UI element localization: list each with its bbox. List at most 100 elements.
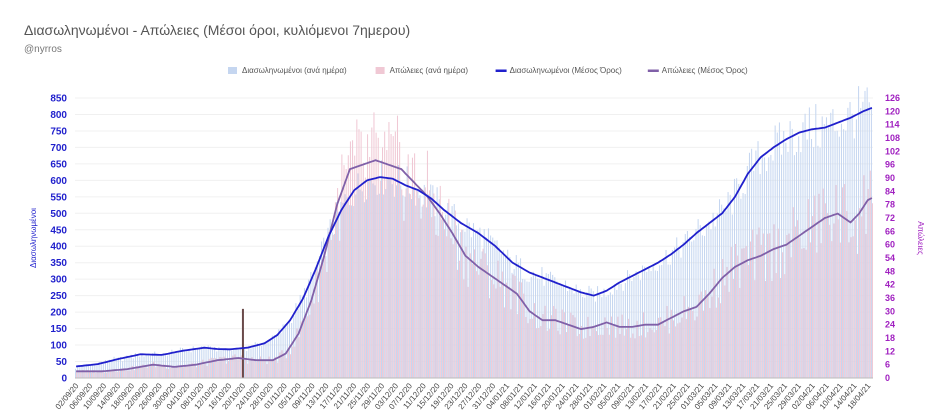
bar-intubated xyxy=(498,247,500,378)
bar-intubated xyxy=(594,301,596,378)
bar-deaths xyxy=(604,317,606,378)
bar-intubated xyxy=(612,294,614,378)
bar-intubated xyxy=(104,360,107,378)
bar-intubated xyxy=(573,293,575,378)
bar-deaths xyxy=(275,356,277,378)
y-right-tick-label: 48 xyxy=(885,266,895,276)
bar-deaths xyxy=(681,317,683,378)
bar-intubated xyxy=(252,346,254,378)
bar-intubated xyxy=(815,104,817,378)
bar-deaths xyxy=(595,331,597,378)
bar-intubated xyxy=(746,165,748,378)
bar-deaths xyxy=(506,282,508,378)
bar-intubated xyxy=(406,166,408,378)
legend-item-0[interactable]: Διασωληνωμένοι (ανά ημέρα) xyxy=(228,66,347,75)
bar-deaths xyxy=(583,338,585,378)
bar-intubated xyxy=(490,235,492,378)
bar-intubated xyxy=(781,154,783,378)
y-left-tick-label: 700 xyxy=(50,143,67,154)
bar-deaths xyxy=(367,134,369,378)
bar-intubated xyxy=(530,276,532,378)
legend-item-2[interactable]: Διασωληνωμένοι (Μέσος Όρος) xyxy=(495,66,623,75)
bar-intubated xyxy=(235,348,237,378)
bar-deaths xyxy=(662,321,664,378)
bar-deaths xyxy=(625,329,627,378)
bar-intubated xyxy=(763,157,765,378)
bar-deaths xyxy=(317,302,319,378)
bar-deaths xyxy=(683,296,685,378)
bar-intubated xyxy=(423,184,425,378)
legend-swatch xyxy=(375,67,385,74)
bar-deaths xyxy=(531,318,533,378)
bar-deaths xyxy=(262,360,264,378)
bar-intubated xyxy=(796,151,798,378)
bar-intubated xyxy=(669,264,671,378)
bar-deaths xyxy=(352,140,354,378)
bar-deaths xyxy=(332,234,334,378)
bar-deaths xyxy=(198,363,200,378)
bar-deaths xyxy=(245,359,247,378)
bar-deaths xyxy=(634,338,636,378)
bar-intubated xyxy=(564,280,566,378)
bar-intubated xyxy=(609,292,611,378)
bar-intubated xyxy=(432,185,434,378)
bar-deaths xyxy=(749,241,752,378)
x-axis: 02/09/2006/09/2010/09/2014/09/2018/09/20… xyxy=(54,377,873,411)
legend-label: Διασωληνωμένοι (Μέσος Όρος) xyxy=(510,66,623,75)
bar-intubated xyxy=(847,107,849,379)
bar-intubated xyxy=(348,205,350,378)
bar-deaths xyxy=(638,336,640,378)
bar-deaths xyxy=(330,239,332,378)
bar-intubated xyxy=(714,226,716,378)
bar-deaths xyxy=(726,266,728,378)
line-deaths-average xyxy=(76,159,873,373)
legend-swatch xyxy=(647,69,659,72)
bar-deaths xyxy=(210,357,212,378)
bar-intubated xyxy=(748,152,750,378)
legend-label: Διασωληνωμένοι (ανά ημέρα) xyxy=(242,66,347,75)
bar-intubated xyxy=(806,139,808,378)
bar-intubated xyxy=(425,207,427,378)
bar-intubated xyxy=(156,356,158,378)
bar-deaths xyxy=(296,328,298,378)
bar-intubated xyxy=(295,303,297,378)
bar-intubated xyxy=(778,122,780,379)
bar-intubated xyxy=(663,258,665,378)
bar-intubated xyxy=(303,288,305,378)
bar-intubated xyxy=(840,123,842,378)
bar-deaths xyxy=(807,199,809,378)
bar-deaths xyxy=(459,260,461,378)
bar-deaths xyxy=(157,363,159,378)
legend-item-3[interactable]: Απώλειες (Μέσος Όρος) xyxy=(647,66,748,75)
bar-deaths xyxy=(478,274,480,378)
bar-intubated xyxy=(802,122,804,378)
bar-deaths xyxy=(690,308,692,378)
bar-intubated xyxy=(772,160,774,378)
bar-deaths xyxy=(831,241,833,378)
bar-intubated xyxy=(357,173,359,378)
bar-intubated xyxy=(211,349,213,378)
bar-deaths xyxy=(322,263,324,378)
bar-intubated xyxy=(620,284,622,378)
bar-deaths xyxy=(446,236,448,378)
bar-deaths xyxy=(737,255,739,378)
bar-intubated xyxy=(284,324,286,378)
y-left-tick-label: 650 xyxy=(50,159,67,170)
bar-deaths xyxy=(700,291,702,378)
bar-deaths xyxy=(574,317,576,378)
bar-intubated xyxy=(665,249,667,378)
bar-intubated xyxy=(558,285,560,378)
bar-deaths xyxy=(354,155,356,378)
bar-deaths xyxy=(138,367,140,378)
bar-deaths xyxy=(313,303,315,378)
bar-deaths xyxy=(739,287,741,378)
bar-deaths xyxy=(570,312,572,378)
y-left-tick-label: 300 xyxy=(50,275,67,286)
bar-deaths xyxy=(666,306,668,378)
bar-deaths xyxy=(454,210,456,378)
bar-deaths xyxy=(407,154,409,378)
legend-item-1[interactable]: Απώλειες (ανά ημέρα) xyxy=(375,66,469,75)
bar-deaths xyxy=(692,310,694,378)
bar-deaths xyxy=(183,367,185,378)
bar-deaths xyxy=(491,280,493,378)
